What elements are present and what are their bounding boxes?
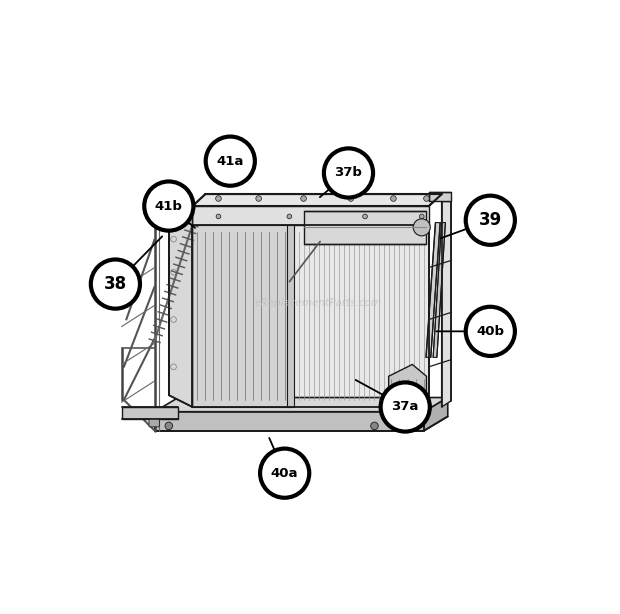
Circle shape xyxy=(91,260,140,309)
Circle shape xyxy=(256,196,262,201)
Polygon shape xyxy=(287,225,294,407)
Polygon shape xyxy=(122,407,179,419)
Polygon shape xyxy=(441,201,451,407)
Text: 37b: 37b xyxy=(335,166,363,179)
Polygon shape xyxy=(389,365,427,400)
Circle shape xyxy=(363,214,368,219)
Circle shape xyxy=(391,196,396,201)
Circle shape xyxy=(423,196,429,201)
Circle shape xyxy=(381,383,430,432)
Polygon shape xyxy=(304,211,427,244)
Circle shape xyxy=(301,196,306,201)
Polygon shape xyxy=(433,223,445,357)
Text: 41a: 41a xyxy=(216,155,244,168)
Circle shape xyxy=(216,196,221,201)
Circle shape xyxy=(466,307,515,356)
Circle shape xyxy=(466,196,515,245)
Polygon shape xyxy=(192,194,441,206)
Circle shape xyxy=(165,422,172,430)
Circle shape xyxy=(414,219,430,236)
Text: 39: 39 xyxy=(479,211,502,229)
Text: 37a: 37a xyxy=(391,400,419,413)
Text: 40a: 40a xyxy=(271,467,298,480)
Polygon shape xyxy=(426,223,440,357)
Polygon shape xyxy=(154,412,424,430)
Circle shape xyxy=(419,214,424,219)
Polygon shape xyxy=(424,397,448,430)
Circle shape xyxy=(216,214,221,219)
Circle shape xyxy=(287,214,292,219)
Text: eReplacementParts.com: eReplacementParts.com xyxy=(254,298,381,308)
Text: 41b: 41b xyxy=(155,200,183,212)
Circle shape xyxy=(260,449,309,498)
Polygon shape xyxy=(192,225,290,407)
Polygon shape xyxy=(154,397,448,412)
Circle shape xyxy=(206,136,255,185)
Polygon shape xyxy=(169,194,192,407)
Text: 40b: 40b xyxy=(476,325,504,338)
Circle shape xyxy=(406,422,414,430)
Circle shape xyxy=(371,422,378,430)
Circle shape xyxy=(144,182,193,231)
Text: 38: 38 xyxy=(104,275,127,293)
FancyBboxPatch shape xyxy=(149,419,159,427)
Polygon shape xyxy=(192,225,429,407)
Polygon shape xyxy=(429,192,451,201)
Circle shape xyxy=(348,196,353,201)
Polygon shape xyxy=(192,206,429,225)
Circle shape xyxy=(324,149,373,198)
